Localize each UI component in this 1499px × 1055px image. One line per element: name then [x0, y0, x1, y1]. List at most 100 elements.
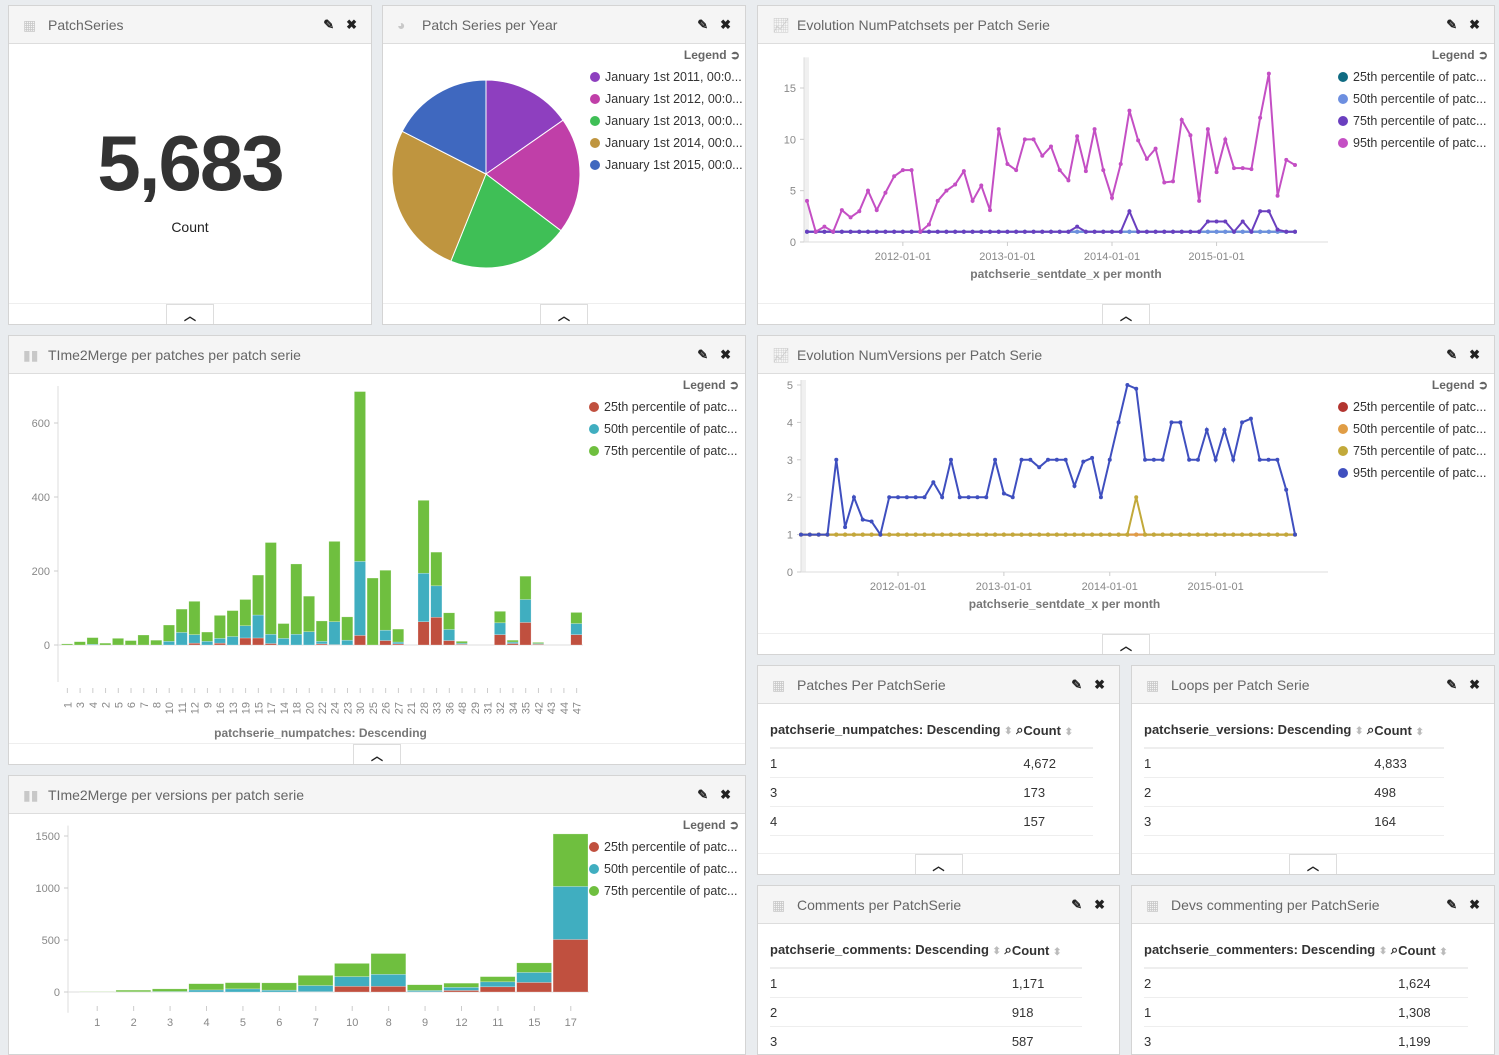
column-header[interactable]: Count ⬍ [1012, 936, 1082, 968]
sort-icon[interactable]: ⬍ [1355, 726, 1363, 737]
legend-item[interactable]: 25th percentile of patc... [589, 396, 741, 418]
data-point [857, 230, 861, 234]
cell-value: 2 [1144, 968, 1398, 998]
close-icon[interactable]: ✖ [346, 17, 357, 33]
sort-icon[interactable]: ⬍ [1053, 947, 1061, 958]
legend-item[interactable]: January 1st 2014, 00:0... [590, 132, 742, 154]
circle-arrow-icon[interactable]: ➲ [730, 48, 740, 62]
legend-label: Legend [1432, 48, 1475, 62]
column-header[interactable]: patchserie_numpatches: Descending ⬍ ⌕ [770, 716, 1023, 748]
data-point [953, 183, 957, 187]
chevron-up-icon[interactable]: ︿ [353, 744, 401, 764]
magnifier-icon[interactable]: ⌕ [1367, 722, 1374, 737]
circle-arrow-icon[interactable]: ➲ [729, 378, 739, 392]
x-tick-label: 9 [422, 1017, 428, 1029]
close-icon[interactable]: ✖ [1469, 677, 1480, 693]
bar-segment [444, 987, 479, 990]
legend-item[interactable]: 25th percentile of patc... [1338, 66, 1490, 88]
panel-devs-commenting: ▦Devs commenting per PatchSerie✎✖patchse… [1131, 885, 1495, 1055]
legend-label: 25th percentile of patc... [1353, 70, 1486, 84]
legend-title[interactable]: Legend ➲ [589, 818, 741, 832]
close-icon[interactable]: ✖ [1094, 897, 1105, 913]
legend-item[interactable]: 25th percentile of patc... [589, 836, 741, 858]
legend-item[interactable]: January 1st 2013, 00:0... [590, 110, 742, 132]
legend-title[interactable]: Legend ➲ [1338, 378, 1490, 392]
column-header[interactable]: Count ⬍ [1023, 716, 1093, 748]
data-point [1028, 458, 1032, 462]
legend-title[interactable]: Legend ➲ [1338, 48, 1490, 62]
pencil-icon[interactable]: ✎ [1446, 897, 1457, 913]
pencil-icon[interactable]: ✎ [1446, 347, 1457, 363]
column-header[interactable]: patchserie_versions: Descending ⬍ ⌕ [1144, 716, 1374, 748]
data-point [997, 230, 1001, 234]
sort-icon[interactable]: ⬍ [1065, 727, 1073, 738]
pencil-icon[interactable]: ✎ [697, 17, 708, 33]
legend-item[interactable]: 50th percentile of patc... [589, 858, 741, 880]
pencil-icon[interactable]: ✎ [1446, 17, 1457, 33]
legend-item[interactable]: 75th percentile of patc... [1338, 110, 1490, 132]
chevron-up-icon[interactable]: ︿ [166, 304, 214, 324]
close-icon[interactable]: ✖ [720, 17, 731, 33]
data-point [918, 230, 922, 234]
sort-icon[interactable]: ⬍ [1415, 727, 1423, 738]
cell-count: 918 [1012, 998, 1082, 1027]
legend-label: January 1st 2012, 00:0... [605, 92, 743, 106]
legend-title[interactable]: Legend ➲ [589, 378, 741, 392]
legend-title[interactable]: Legend ➲ [590, 48, 742, 62]
chevron-up-icon[interactable]: ︿ [1289, 854, 1337, 874]
magnifier-icon[interactable]: ⌕ [1016, 722, 1023, 737]
pencil-icon[interactable]: ✎ [697, 347, 708, 363]
pencil-icon[interactable]: ✎ [1071, 897, 1082, 913]
bar-segment [265, 543, 276, 635]
legend-item[interactable]: 95th percentile of patc... [1338, 462, 1490, 484]
close-icon[interactable]: ✖ [1094, 677, 1105, 693]
legend-item[interactable]: 95th percentile of patc... [1338, 132, 1490, 154]
legend-item[interactable]: 75th percentile of patc... [589, 880, 741, 902]
pencil-icon[interactable]: ✎ [323, 17, 334, 33]
sort-icon[interactable]: ⬍ [1379, 946, 1387, 957]
circle-arrow-icon[interactable]: ➲ [729, 818, 739, 832]
legend-item[interactable]: 75th percentile of patc... [589, 440, 741, 462]
column-label: patchserie_numpatches: Descending [770, 722, 1000, 737]
chevron-up-icon[interactable]: ︿ [915, 854, 963, 874]
legend-item[interactable]: 50th percentile of patc... [1338, 418, 1490, 440]
data-point [1215, 170, 1219, 174]
legend-item[interactable]: January 1st 2011, 00:0... [590, 66, 742, 88]
circle-arrow-icon[interactable]: ➲ [1478, 48, 1488, 62]
chevron-up-icon[interactable]: ︿ [1102, 634, 1150, 654]
chevron-up-icon[interactable]: ︿ [1102, 304, 1150, 324]
pencil-icon[interactable]: ✎ [1071, 677, 1082, 693]
legend-item[interactable]: 75th percentile of patc... [1338, 440, 1490, 462]
data-point [1178, 420, 1182, 424]
pencil-icon[interactable]: ✎ [1446, 677, 1457, 693]
circle-arrow-icon[interactable]: ➲ [1478, 378, 1488, 392]
data-point [940, 495, 944, 499]
legend-item[interactable]: 50th percentile of patc... [1338, 88, 1490, 110]
chevron-up-icon[interactable]: ︿ [540, 304, 588, 324]
sort-icon[interactable]: ⬍ [1439, 947, 1447, 958]
bar-segment [533, 642, 544, 643]
sort-icon[interactable]: ⬍ [1004, 726, 1012, 737]
close-icon[interactable]: ✖ [1469, 347, 1480, 363]
legend-item[interactable]: January 1st 2012, 00:0... [590, 88, 742, 110]
data-point [1093, 230, 1097, 234]
bar-segment [303, 596, 314, 632]
close-icon[interactable]: ✖ [1469, 17, 1480, 33]
legend-item[interactable]: 25th percentile of patc... [1338, 396, 1490, 418]
sort-icon[interactable]: ⬍ [993, 946, 1001, 957]
column-header[interactable]: patchserie_commenters: Descending ⬍ ⌕ [1144, 936, 1398, 968]
close-icon[interactable]: ✖ [720, 347, 731, 363]
x-tick-label: 3 [75, 702, 87, 708]
legend-item[interactable]: 50th percentile of patc... [589, 418, 741, 440]
magnifier-icon[interactable]: ⌕ [1005, 942, 1012, 957]
column-header[interactable]: Count ⬍ [1398, 936, 1468, 968]
close-icon[interactable]: ✖ [1469, 897, 1480, 913]
close-icon[interactable]: ✖ [720, 787, 731, 803]
bar-segment [189, 984, 224, 990]
magnifier-icon[interactable]: ⌕ [1391, 942, 1398, 957]
pencil-icon[interactable]: ✎ [697, 787, 708, 803]
legend-item[interactable]: January 1st 2015, 00:0... [590, 154, 742, 176]
x-tick-label: 35 [521, 702, 533, 714]
column-header[interactable]: patchserie_comments: Descending ⬍ ⌕ [770, 936, 1012, 968]
column-header[interactable]: Count ⬍ [1374, 716, 1444, 748]
